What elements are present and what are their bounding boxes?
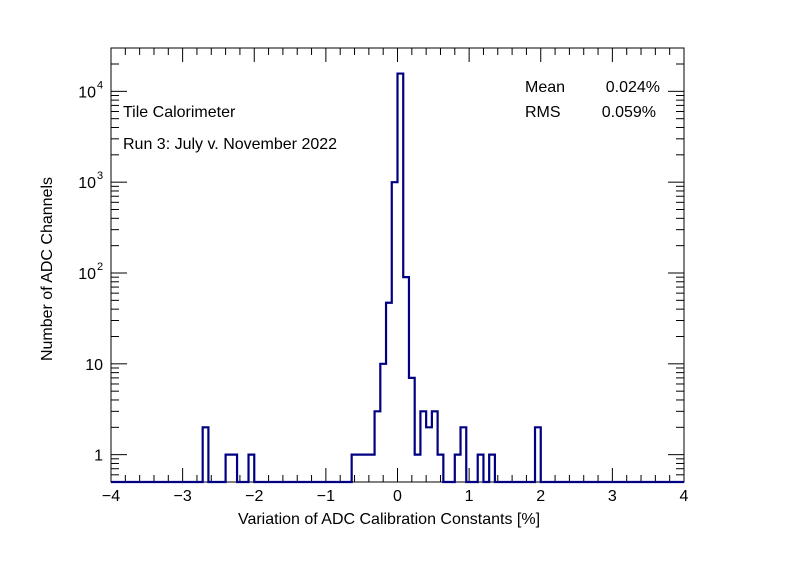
y-tick-label: 10 <box>78 84 96 101</box>
histogram-bin <box>226 455 232 482</box>
histogram-bin <box>380 364 386 482</box>
x-tick-label: −4 <box>102 488 120 505</box>
stats-mean-label: Mean <box>525 79 565 96</box>
y-tick-label: 1 <box>94 448 103 465</box>
histogram-bin <box>535 427 541 482</box>
histogram-bin <box>398 74 404 482</box>
histogram-bin <box>357 455 363 482</box>
y-tick-label: 10 <box>85 357 103 374</box>
histogram-bin <box>478 455 484 482</box>
y-tick-label: 10 <box>78 266 96 283</box>
x-tick-label: 2 <box>536 488 545 505</box>
x-tick-label: 0 <box>393 488 402 505</box>
y-tick-exponent: 3 <box>97 170 103 182</box>
stats-rms-label: RMS <box>525 104 561 121</box>
x-tick-label: 3 <box>608 488 617 505</box>
histogram-bin <box>231 455 237 482</box>
histogram-bin <box>415 455 421 482</box>
x-tick-label: 1 <box>465 488 474 505</box>
histogram-bin <box>455 455 461 482</box>
histogram-bin <box>363 455 369 482</box>
x-axis-label: Variation of ADC Calibration Constants [… <box>238 511 540 528</box>
histogram-bin <box>352 455 358 482</box>
y-tick-label: 10 <box>78 175 96 192</box>
histogram-bin <box>489 455 495 482</box>
x-tick-label: −1 <box>317 488 335 505</box>
x-tick-label: −3 <box>174 488 192 505</box>
histogram-line <box>111 72 684 484</box>
stats-rms-value: 0.059% <box>602 104 656 121</box>
x-tick-label: −2 <box>245 488 263 505</box>
y-tick-exponent: 2 <box>97 261 103 273</box>
histogram-bin <box>203 427 209 482</box>
histogram-bin <box>426 427 432 482</box>
histogram-bin <box>438 455 444 482</box>
annotation-detector: Tile Calorimeter <box>123 104 236 121</box>
stats-mean-value: 0.024% <box>606 79 660 96</box>
histogram-bin <box>461 427 467 482</box>
histogram-bin <box>386 303 392 482</box>
histogram-bin <box>420 411 426 482</box>
histogram-bin <box>392 182 398 482</box>
histogram-bin <box>432 411 438 482</box>
y-axis-label: Number of ADC Channels <box>39 177 56 361</box>
annotation-run: Run 3: July v. November 2022 <box>123 136 337 153</box>
histogram-bin <box>409 378 415 482</box>
histogram-bin <box>403 277 409 482</box>
histogram-bin <box>249 455 255 482</box>
x-tick-label: 4 <box>680 488 689 505</box>
histogram-bin <box>369 455 375 482</box>
y-tick-exponent: 4 <box>97 79 103 91</box>
histogram-bin <box>375 411 381 482</box>
